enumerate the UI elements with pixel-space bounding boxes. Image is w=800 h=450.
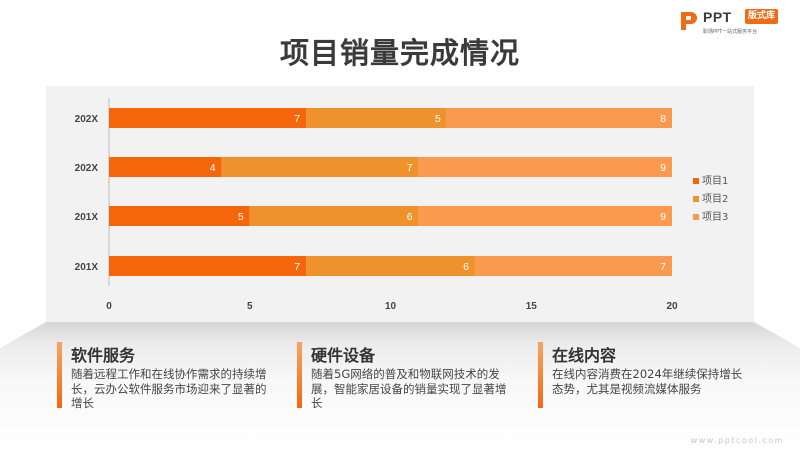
category-label: 202X: [75, 163, 99, 174]
data-label: 5: [238, 211, 244, 223]
bar-segment: [109, 157, 222, 177]
legend-label: 项目3: [702, 211, 728, 223]
logo-mark-icon: [681, 12, 697, 30]
x-tick-label: 10: [385, 301, 397, 312]
x-tick-label: 0: [106, 301, 112, 312]
data-label: 8: [660, 113, 666, 125]
brand-logo: PPT 版式库 职场PPT一站式服务平台: [679, 8, 794, 38]
legend-swatch: [693, 178, 699, 184]
card-title: 在线内容: [552, 346, 617, 365]
bar-segment: [446, 108, 672, 128]
stage-background: [0, 322, 800, 450]
category-label: 201X: [75, 262, 99, 273]
card-text: 随着5G网络的普及和物联网技术的发展，智能家居设备的销量实现了显著增长: [311, 367, 507, 410]
data-label: 7: [294, 113, 300, 125]
data-label: 7: [407, 162, 413, 174]
data-label: 6: [463, 261, 469, 273]
card-accent-bar: [297, 342, 302, 408]
bar-segment: [109, 108, 307, 128]
logo-tag: 版式库: [745, 9, 779, 24]
data-label: 5: [435, 113, 441, 125]
page-title: 项目销量完成情况: [279, 36, 520, 70]
bar-segment: [221, 157, 419, 177]
data-label: 7: [294, 261, 300, 273]
x-tick-label: 20: [666, 301, 678, 312]
bar-segment: [474, 256, 672, 276]
card-accent-bar: [538, 342, 543, 408]
bar-segment: [418, 206, 672, 226]
bar-segment: [306, 256, 475, 276]
card-title: 硬件设备: [311, 346, 376, 365]
data-label: 4: [210, 162, 216, 174]
card-text: 在线内容消费在2024年继续保持增长态势，尤其是视频流媒体服务: [552, 367, 743, 396]
stacked-bar-chart: 0 5 10 15 20 202X 202X 201X 201X 7 5 8 4 7 9 5 6 9 7 6 7 项目1 项…: [75, 98, 728, 312]
category-label: 201X: [75, 212, 99, 223]
category-label: 202X: [75, 114, 99, 125]
x-tick-label: 5: [247, 301, 253, 312]
data-label: 9: [660, 162, 666, 174]
legend-swatch: [693, 214, 699, 220]
card-title: 软件服务: [71, 346, 136, 365]
logo-text: PPT: [703, 9, 732, 25]
bar-segment: [418, 157, 672, 177]
legend-label: 项目1: [702, 175, 728, 187]
data-label: 9: [660, 211, 666, 223]
logo-subtitle: 职场PPT一站式服务平台: [703, 29, 758, 35]
data-label: 6: [407, 211, 413, 223]
watermark: www.pptcool.com: [690, 436, 784, 445]
card-text: 随着远程工作和在线协作需求的持续增长，云办公软件服务市场迎来了显著的增长: [71, 367, 267, 410]
bar-segment: [109, 256, 307, 276]
chart-panel: 0 5 10 15 20 202X 202X 201X 201X 7 5 8 4 7 9 5 6 9 7 6 7 项目1 项…: [46, 86, 754, 322]
card-accent-bar: [57, 342, 62, 408]
bar-segment: [306, 108, 447, 128]
legend-swatch: [693, 196, 699, 202]
bar-segment: [109, 206, 250, 226]
bar-segment: [249, 206, 419, 226]
data-label: 7: [660, 261, 666, 273]
legend-label: 项目2: [702, 193, 728, 205]
x-tick-label: 15: [526, 301, 538, 312]
